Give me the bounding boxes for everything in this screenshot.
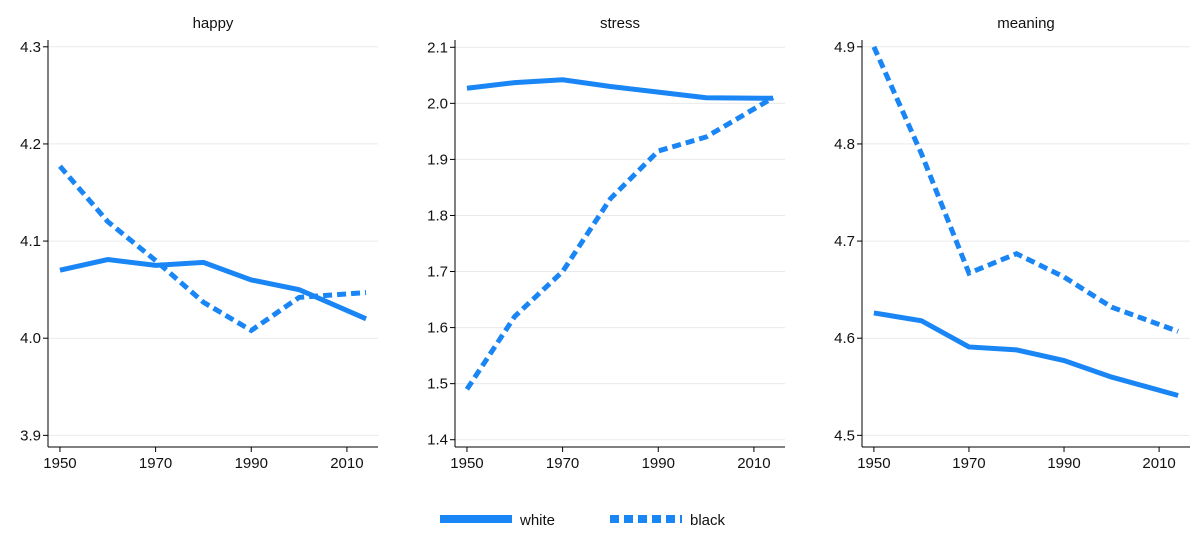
series-line <box>466 77 774 101</box>
y-tick-label: 4.6 <box>834 330 855 347</box>
series-line <box>871 45 1179 334</box>
y-tick-label: 4.1 <box>20 233 41 250</box>
series-line <box>873 310 1179 398</box>
x-tick-label: 1950 <box>43 455 76 472</box>
series-line <box>59 256 368 322</box>
y-tick-label: 1.9 <box>427 151 448 168</box>
legend-label: black <box>690 512 726 529</box>
legend-label: white <box>519 512 555 529</box>
y-tick-label: 4.5 <box>834 427 855 444</box>
x-tick-label: 1990 <box>642 455 675 472</box>
x-tick-label: 2010 <box>1142 455 1175 472</box>
y-tick-label: 1.4 <box>427 432 448 449</box>
panel-title: stress <box>600 15 640 32</box>
x-tick-label: 1970 <box>546 455 579 472</box>
series-line <box>464 95 775 391</box>
x-tick-label: 1990 <box>1047 455 1080 472</box>
y-tick-label: 4.0 <box>20 330 41 347</box>
x-tick-label: 2010 <box>737 455 770 472</box>
x-tick-label: 1970 <box>139 455 172 472</box>
y-tick-label: 1.5 <box>427 376 448 393</box>
series-line <box>58 164 367 334</box>
x-tick-label: 1970 <box>952 455 985 472</box>
x-tick-label: 2010 <box>330 455 363 472</box>
x-tick-label: 1950 <box>450 455 483 472</box>
x-tick-label: 1990 <box>235 455 268 472</box>
panel-title: meaning <box>997 15 1055 32</box>
y-tick-label: 1.8 <box>427 207 448 224</box>
y-tick-label: 3.9 <box>20 427 41 444</box>
y-tick-label: 4.8 <box>834 136 855 153</box>
y-tick-label: 4.3 <box>20 39 41 56</box>
y-tick-label: 2.1 <box>427 39 448 56</box>
y-tick-label: 1.6 <box>427 320 448 337</box>
panel-title: happy <box>193 15 234 32</box>
y-tick-label: 2.0 <box>427 95 448 112</box>
y-tick-label: 4.7 <box>834 233 855 250</box>
x-tick-label: 1950 <box>857 455 890 472</box>
y-tick-label: 4.2 <box>20 136 41 153</box>
y-tick-label: 1.7 <box>427 264 448 281</box>
y-tick-label: 4.9 <box>834 39 855 56</box>
